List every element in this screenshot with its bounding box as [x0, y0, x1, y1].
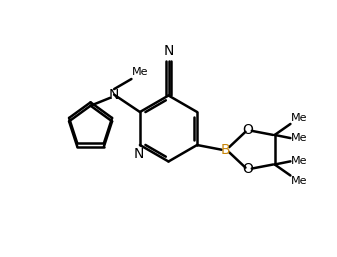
- Text: O: O: [243, 162, 253, 176]
- Text: B: B: [220, 143, 230, 157]
- Text: Me: Me: [291, 176, 308, 186]
- Text: N: N: [163, 44, 174, 58]
- Text: Me: Me: [291, 133, 308, 143]
- Text: Me: Me: [132, 67, 149, 77]
- Text: N: N: [109, 88, 119, 102]
- Text: O: O: [243, 123, 253, 137]
- Text: Me: Me: [291, 113, 308, 123]
- Text: Me: Me: [291, 156, 308, 166]
- Text: N: N: [133, 146, 144, 161]
